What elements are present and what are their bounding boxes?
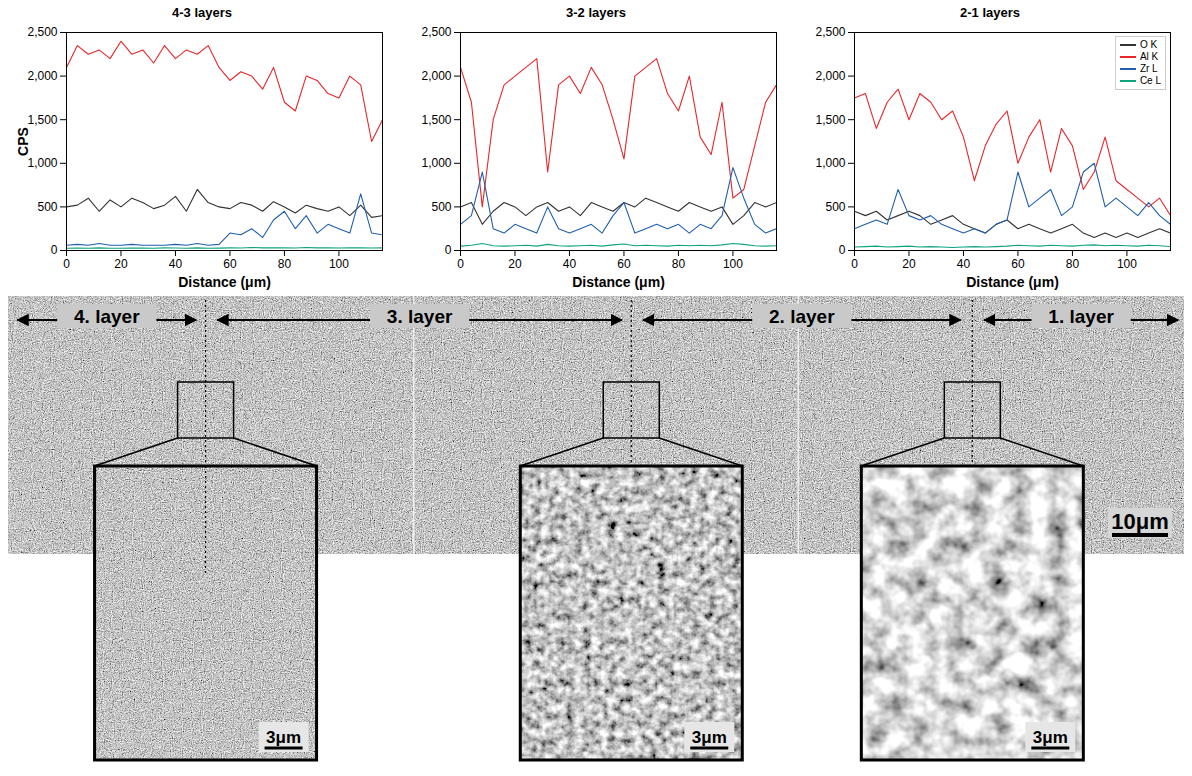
svg-text:100: 100 (723, 257, 743, 271)
svg-text:1,500: 1,500 (815, 113, 845, 127)
svg-text:500: 500 (37, 200, 57, 214)
svg-text:2,500: 2,500 (815, 25, 845, 39)
svg-text:20: 20 (902, 257, 916, 271)
svg-text:Distance (μm): Distance (μm) (572, 274, 665, 290)
svg-text:0: 0 (51, 243, 58, 257)
svg-text:20: 20 (508, 257, 522, 271)
svg-text:1,000: 1,000 (421, 156, 451, 170)
svg-text:0: 0 (445, 243, 452, 257)
svg-text:CPS: CPS (15, 127, 31, 156)
html-text:3-2 layers: 3-2 layers (566, 5, 626, 20)
svg-text:80: 80 (1066, 257, 1080, 271)
svg-text:1,000: 1,000 (815, 156, 845, 170)
svg-text:3μm: 3μm (266, 728, 301, 747)
svg-text:60: 60 (617, 257, 631, 271)
svg-text:2,000: 2,000 (27, 69, 57, 83)
svg-text:1. layer: 1. layer (1048, 306, 1114, 327)
svg-text:4. layer: 4. layer (74, 306, 140, 327)
svg-text:100: 100 (1117, 257, 1137, 271)
html-text:4-3 layers: 4-3 layers (172, 5, 232, 20)
svg-text:3. layer: 3. layer (387, 306, 453, 327)
svg-text:1,000: 1,000 (27, 156, 57, 170)
svg-text:Distance (μm): Distance (μm) (966, 274, 1059, 290)
svg-text:80: 80 (278, 257, 292, 271)
svg-text:100: 100 (329, 257, 349, 271)
svg-text:20: 20 (114, 257, 128, 271)
svg-text:2. layer: 2. layer (769, 306, 835, 327)
svg-text:3μm: 3μm (1033, 728, 1068, 747)
html-text:Al K: Al K (1139, 51, 1159, 62)
svg-text:40: 40 (169, 257, 183, 271)
svg-text:0: 0 (839, 243, 846, 257)
html-text:Zr L: Zr L (1139, 63, 1158, 74)
svg-text:0: 0 (457, 257, 464, 271)
svg-text:40: 40 (563, 257, 577, 271)
svg-text:40: 40 (957, 257, 971, 271)
svg-text:2,000: 2,000 (815, 69, 845, 83)
html-text:2-1 layers: 2-1 layers (960, 5, 1020, 20)
svg-text:60: 60 (1011, 257, 1025, 271)
svg-text:80: 80 (672, 257, 686, 271)
svg-text:500: 500 (431, 200, 451, 214)
svg-text:2,000: 2,000 (421, 69, 451, 83)
html-text:Ce L: Ce L (1139, 75, 1161, 86)
svg-text:0: 0 (851, 257, 858, 271)
svg-text:Distance (μm): Distance (μm) (178, 274, 271, 290)
svg-text:500: 500 (825, 200, 845, 214)
svg-text:1,500: 1,500 (421, 113, 451, 127)
svg-text:10μm: 10μm (1111, 509, 1169, 534)
svg-text:3μm: 3μm (692, 728, 727, 747)
svg-text:60: 60 (223, 257, 237, 271)
svg-text:2,500: 2,500 (421, 25, 451, 39)
html-text:O K: O K (1139, 39, 1158, 50)
svg-text:1,500: 1,500 (27, 113, 57, 127)
svg-text:2,500: 2,500 (27, 25, 57, 39)
svg-text:0: 0 (63, 257, 70, 271)
